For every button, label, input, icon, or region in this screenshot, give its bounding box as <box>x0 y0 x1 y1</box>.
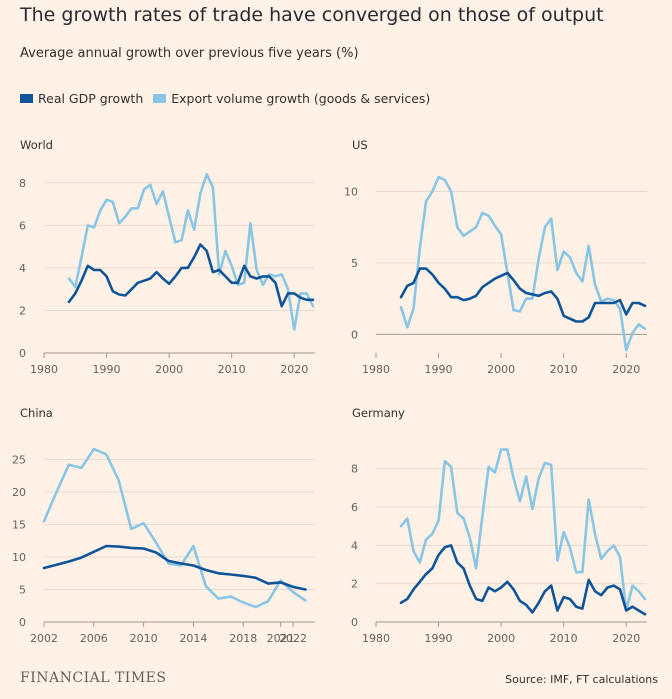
y-tick-label-world-4: 4 <box>19 262 26 275</box>
x-tick-label-germany-1990: 1990 <box>425 632 453 645</box>
y-tick-label-world-8: 8 <box>19 177 26 190</box>
x-tick-label-world-2010: 2010 <box>218 363 246 376</box>
x-tick-label-china-2010: 2010 <box>130 632 158 645</box>
x-tick-label-us-2020: 2020 <box>612 363 640 376</box>
y-tick-label-china-5: 5 <box>19 584 26 597</box>
y-tick-label-world-2: 2 <box>19 304 26 317</box>
x-tick-label-germany-2010: 2010 <box>550 632 578 645</box>
series-line-world-gdp <box>67 243 315 308</box>
x-tick-label-world-2000: 2000 <box>155 363 183 376</box>
y-tick-label-us-0: 0 <box>351 328 358 341</box>
x-tick-label-china-2022: 2022 <box>279 632 307 645</box>
series-line-us-gdp <box>399 267 647 323</box>
y-tick-label-germany-0: 0 <box>351 616 358 629</box>
legend-swatch-exports <box>153 94 167 103</box>
x-tick-label-us-2000: 2000 <box>487 363 515 376</box>
y-tick-label-world-6: 6 <box>19 219 26 232</box>
x-tick-label-china-2018: 2018 <box>229 632 257 645</box>
y-tick-label-us-10: 10 <box>344 185 358 198</box>
x-tick-label-world-1990: 1990 <box>93 363 121 376</box>
y-tick-label-china-20: 20 <box>12 486 26 499</box>
legend-item-exports: Export volume growth (goods & services) <box>153 91 430 106</box>
x-tick-label-world-1980: 1980 <box>30 363 58 376</box>
brand-logo: FINANCIAL TIMES <box>20 670 167 686</box>
y-tick-label-china-15: 15 <box>12 519 26 532</box>
y-tick-label-china-25: 25 <box>12 454 26 467</box>
y-tick-label-germany-6: 6 <box>351 501 358 514</box>
x-tick-label-us-2010: 2010 <box>550 363 578 376</box>
x-tick-label-china-2006: 2006 <box>80 632 108 645</box>
x-tick-label-germany-1980: 1980 <box>362 632 390 645</box>
x-tick-label-germany-2000: 2000 <box>487 632 515 645</box>
y-tick-label-world-0: 0 <box>19 347 26 360</box>
series-line-world-exports <box>67 173 315 331</box>
x-tick-label-germany-2020: 2020 <box>612 632 640 645</box>
x-tick-label-world-2020: 2020 <box>280 363 308 376</box>
panel-title-china: China <box>20 406 53 420</box>
legend-label-exports: Export volume growth (goods & services) <box>171 91 431 106</box>
panel-title-germany: Germany <box>352 406 405 420</box>
x-tick-label-china-2014: 2014 <box>179 632 207 645</box>
source-note: Source: IMF, FT calculations <box>505 673 658 686</box>
x-tick-label-us-1990: 1990 <box>425 363 453 376</box>
legend-swatch-gdp <box>20 94 33 103</box>
legend-label-gdp: Real GDP growth <box>38 91 144 106</box>
y-tick-label-china-0: 0 <box>19 616 26 629</box>
panel-title-world: World <box>20 138 53 152</box>
series-line-germany-gdp <box>399 544 647 616</box>
series-line-us-exports <box>399 175 647 352</box>
legend: Real GDP growth Export volume growth (go… <box>20 91 440 106</box>
series-line-china-exports <box>42 447 307 609</box>
y-tick-label-us-5: 5 <box>351 257 358 270</box>
y-tick-label-germany-4: 4 <box>351 539 358 552</box>
x-tick-label-china-2021: 2021 <box>267 632 295 645</box>
series-line-china-gdp <box>42 544 307 591</box>
y-tick-label-china-10: 10 <box>12 551 26 564</box>
panel-title-us: US <box>352 138 368 152</box>
chart-subtitle: Average annual growth over previous five… <box>20 46 359 61</box>
x-tick-label-us-1980: 1980 <box>362 363 390 376</box>
y-tick-label-germany-8: 8 <box>351 463 358 476</box>
chart-title: The growth rates of trade have converged… <box>20 4 604 26</box>
series-line-germany-exports <box>399 448 647 612</box>
y-tick-label-germany-2: 2 <box>351 578 358 591</box>
x-tick-label-china-2002: 2002 <box>30 632 58 645</box>
legend-item-gdp: Real GDP growth <box>20 91 143 106</box>
